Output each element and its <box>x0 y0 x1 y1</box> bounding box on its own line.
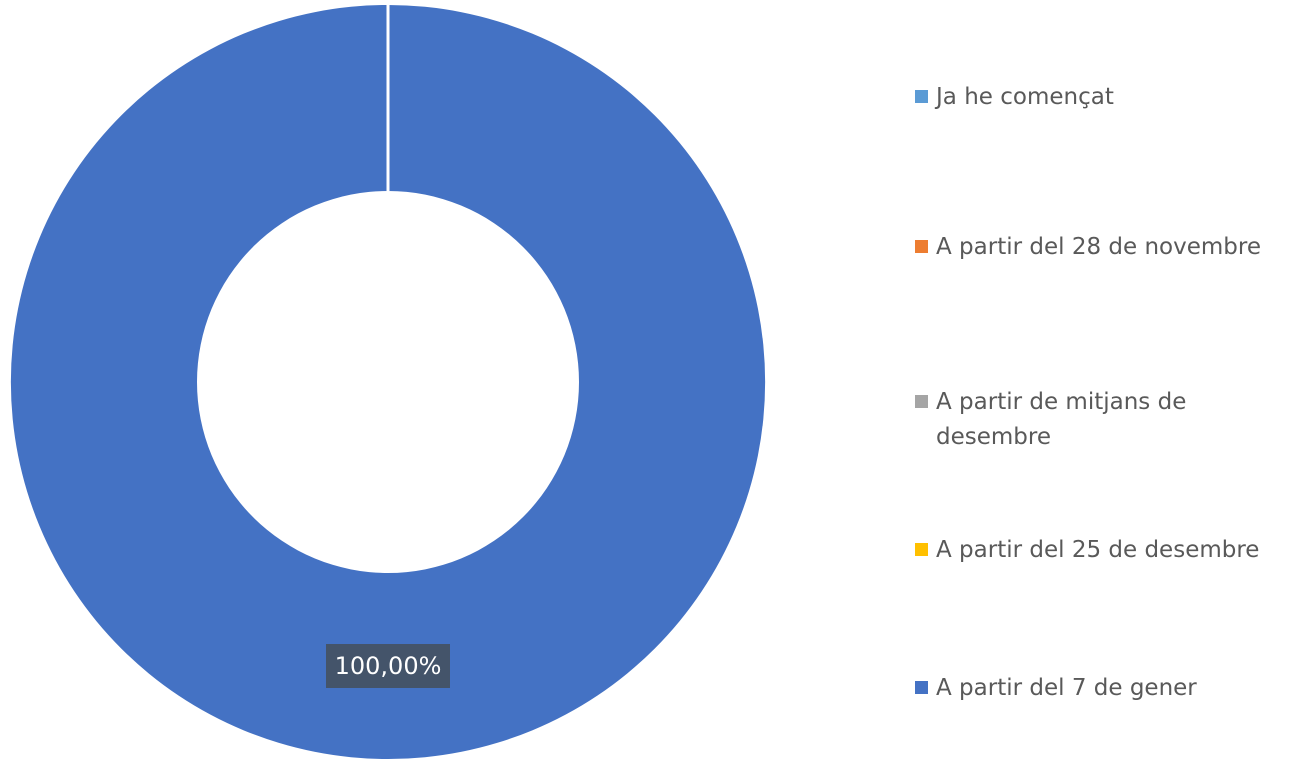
legend-item-a-partir-de-mitjans-de-desembre: A partir de mitjans de desembre <box>915 385 1236 455</box>
chart-slices <box>10 4 766 759</box>
legend-swatch <box>915 395 928 408</box>
doughnut-chart: 100,00% <box>10 4 766 759</box>
legend-swatch <box>915 543 928 556</box>
legend-item-ja-he-comen-at: Ja he començat <box>915 80 1296 115</box>
legend-item-a-partir-del-7-de-gener: A partir del 7 de gener <box>915 671 1296 706</box>
legend-label: A partir del 28 de novembre <box>936 234 1261 260</box>
data-label-box-a-partir-del-7-de-gener <box>326 644 450 688</box>
legend-item-a-partir-del-28-de-novembre: A partir del 28 de novembre <box>915 230 1296 265</box>
data-label-a-partir-del-7-de-gener: 100,00% <box>335 652 442 680</box>
legend-item-a-partir-del-25-de-desembre: A partir del 25 de desembre <box>915 533 1296 568</box>
legend-label: Ja he començat <box>936 84 1114 110</box>
chart-data-labels: 100,00% <box>326 644 450 688</box>
slice-a-partir-del-7-de-gener <box>10 4 766 759</box>
legend-swatch <box>915 240 928 253</box>
legend-label: A partir del 25 de desembre <box>936 537 1260 563</box>
legend-swatch <box>915 90 928 103</box>
legend-label: A partir del 7 de gener <box>936 675 1197 701</box>
legend-label: A partir de mitjans de desembre <box>936 389 1187 450</box>
chart-legend: Ja he començat A partir del 28 de novembr… <box>915 0 1307 759</box>
legend-swatch <box>915 681 928 694</box>
